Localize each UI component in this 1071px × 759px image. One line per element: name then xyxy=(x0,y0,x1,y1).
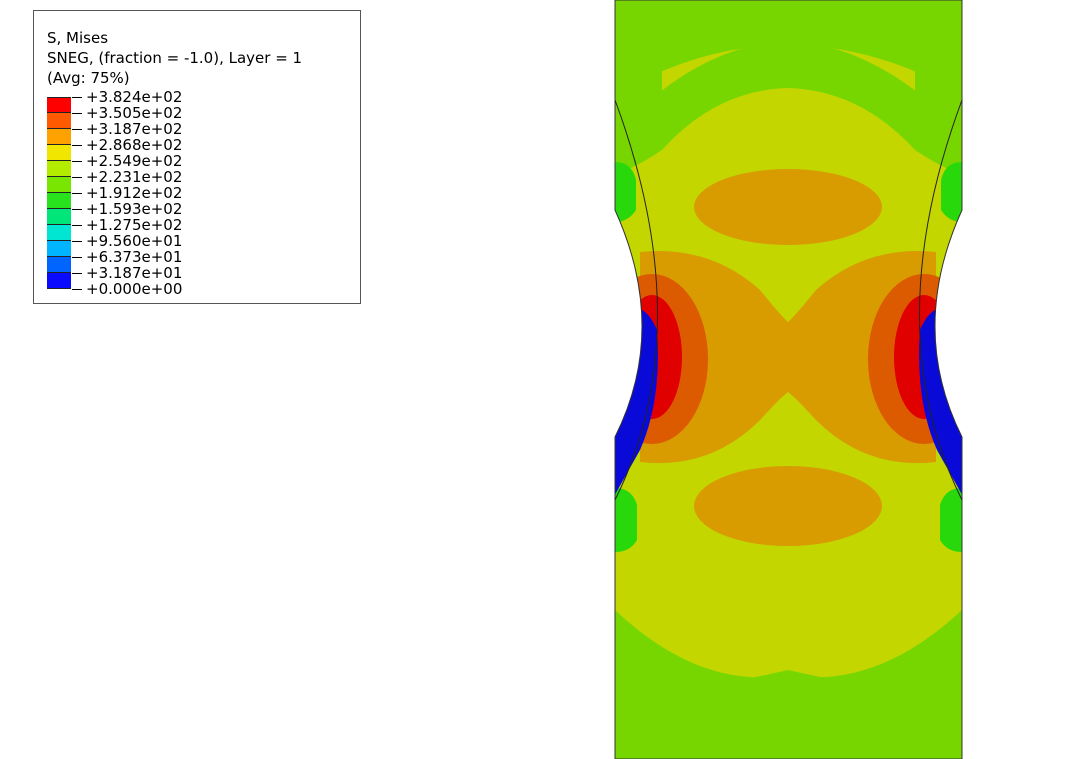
contour-upper-left-bright-green xyxy=(615,162,636,222)
legend-level-label: +2.868e+02 xyxy=(86,136,183,154)
legend-swatch xyxy=(47,145,71,161)
legend-level: +1.275e+02 xyxy=(72,217,182,233)
legend-level: +0.000e+00 xyxy=(72,281,182,297)
legend-swatch xyxy=(47,241,71,257)
legend-swatch xyxy=(47,97,71,113)
legend-tick xyxy=(72,97,82,98)
legend-tick xyxy=(72,225,82,226)
legend-tick xyxy=(72,129,82,130)
contour-upper-field-green xyxy=(660,40,917,150)
legend-swatch xyxy=(47,177,71,193)
legend-level-label: +2.549e+02 xyxy=(86,152,183,170)
legend-level-label: +1.593e+02 xyxy=(86,200,183,218)
specimen-outline xyxy=(614,0,963,759)
legend-level-label: +3.187e+02 xyxy=(86,120,183,138)
contour-legend: S, Mises SNEG, (fraction = -1.0), Layer … xyxy=(33,10,361,304)
legend-tick xyxy=(72,161,82,162)
legend-swatch xyxy=(47,129,71,145)
contour-lower-right-bright-green xyxy=(940,488,962,552)
legend-tick xyxy=(72,289,82,290)
right-original-notch-edge xyxy=(919,99,963,501)
legend-level: +3.505e+02 xyxy=(72,105,182,121)
legend-level-label: +3.187e+01 xyxy=(86,264,183,282)
legend-tick xyxy=(72,241,82,242)
legend-level: +1.593e+02 xyxy=(72,201,182,217)
legend-tick xyxy=(72,145,82,146)
legend-swatch xyxy=(47,209,71,225)
legend-color-bar xyxy=(47,97,71,289)
contour-upper-left-green xyxy=(615,60,662,175)
legend-swatch xyxy=(47,113,71,129)
legend-level: +3.824e+02 xyxy=(72,89,182,105)
legend-level-label: +1.912e+02 xyxy=(86,184,183,202)
contour-lower-orange-lobe xyxy=(694,466,882,546)
legend-level: +2.868e+02 xyxy=(72,137,182,153)
legend-level-label: +0.000e+00 xyxy=(86,280,183,298)
legend-tick xyxy=(72,193,82,194)
contour-upper-right-green xyxy=(915,60,962,175)
legend-subtitle: SNEG, (fraction = -1.0), Layer = 1 xyxy=(47,49,303,67)
legend-swatch xyxy=(47,193,71,209)
legend-level-label: +9.560e+01 xyxy=(86,232,183,250)
legend-level-label: +3.505e+02 xyxy=(86,104,183,122)
legend-swatch xyxy=(47,225,71,241)
legend-swatch xyxy=(47,257,71,273)
legend-level-label: +3.824e+02 xyxy=(86,88,183,106)
legend-level: +2.231e+02 xyxy=(72,169,182,185)
legend-level: +3.187e+01 xyxy=(72,265,182,281)
legend-averaging: (Avg: 75%) xyxy=(47,69,130,87)
legend-title: S, Mises xyxy=(47,29,109,47)
legend-level: +9.560e+01 xyxy=(72,233,182,249)
legend-level: +6.373e+01 xyxy=(72,249,182,265)
contour-upper-orange-lobe xyxy=(694,169,882,245)
legend-level-label: +2.231e+02 xyxy=(86,168,183,186)
contour-upper-right-bright-green xyxy=(941,162,962,222)
legend-tick xyxy=(72,113,82,114)
legend-swatch xyxy=(47,273,71,289)
legend-labels: +3.824e+02 +3.505e+02 +3.187e+02 +2.868e+02… xyxy=(72,89,182,297)
legend-tick xyxy=(72,177,82,178)
legend-swatch xyxy=(47,161,71,177)
legend-tick xyxy=(72,273,82,274)
contour-lower-left-bright-green xyxy=(615,488,637,552)
left-original-notch-edge xyxy=(614,99,658,501)
legend-level: +3.187e+02 xyxy=(72,121,182,137)
legend-level: +1.912e+02 xyxy=(72,185,182,201)
legend-level: +2.549e+02 xyxy=(72,153,182,169)
legend-level-label: +1.275e+02 xyxy=(86,216,183,234)
legend-tick xyxy=(72,209,82,210)
contour-lower-field-green xyxy=(615,610,962,759)
legend-tick xyxy=(72,257,82,258)
legend-level-label: +6.373e+01 xyxy=(86,248,183,266)
contour-center-orange xyxy=(640,251,936,464)
